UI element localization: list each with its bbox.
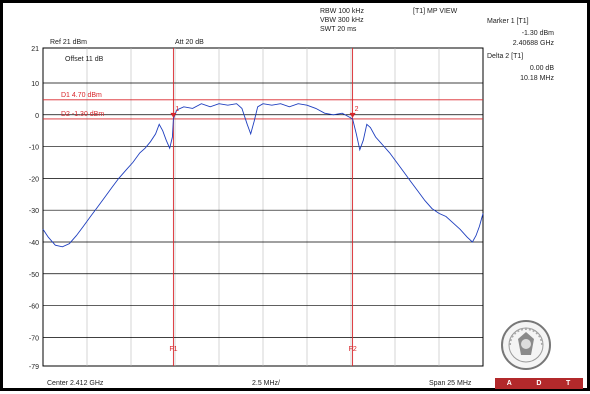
y-tick-label: -40 (29, 240, 39, 247)
offset-label: Offset 11 dB (65, 56, 104, 63)
trace-mode-label: [T1] MP VIEW (413, 8, 458, 15)
display-line-label: D1 4.70 dBm (61, 92, 102, 99)
center-frequency-label: Center 2.412 GHz (47, 380, 104, 387)
trace-line (42, 103, 484, 248)
y-tick-label: -79 (29, 364, 39, 371)
brand-letter-d: D (536, 380, 543, 387)
span-label: Span 25 MHz (429, 380, 472, 387)
y-tick-label: -30 (29, 208, 39, 215)
y-tick-label: 0 (35, 113, 39, 120)
display-line-label: D2 -1.30 dBm (61, 111, 104, 118)
marker-symbol (170, 112, 177, 118)
attenuation-label: Att 20 dB (175, 39, 204, 46)
marker1-frequency: 2.40688 GHz (512, 40, 554, 47)
marker-label: 2 (355, 106, 359, 113)
y-tick-label: -50 (29, 272, 39, 279)
y-tick-label: -10 (29, 145, 39, 152)
brand-banner: A D T (495, 378, 583, 389)
marker-label: 1 (175, 106, 179, 113)
delta2-label: Delta 2 [T1] (487, 53, 524, 60)
y-tick-label: -60 (29, 304, 39, 311)
brand-letter-a: A (506, 380, 513, 387)
y-tick-label: -20 (29, 176, 39, 183)
swt-readout: SWT 20 ms (320, 26, 357, 33)
marker-symbol (349, 112, 356, 118)
frequency-line-label: F1 (169, 346, 177, 353)
marker1-level: -1.30 dBm (521, 30, 554, 37)
delta2-level: 0.00 dB (529, 65, 554, 72)
rbw-readout: RBW 100 kHz (320, 8, 364, 15)
delta2-frequency: 10.18 MHz (520, 75, 554, 82)
y-tick-label: 10 (31, 81, 39, 88)
ref-level-label: Ref 21 dBm (50, 39, 87, 46)
brand-letter-t: T (565, 380, 572, 387)
per-division-label: 2.5 MHz/ (252, 380, 281, 387)
certification-seal-icon (501, 320, 551, 370)
vbw-readout: VBW 300 kHz (320, 17, 364, 24)
frequency-line-label: F2 (349, 346, 357, 353)
marker1-label: Marker 1 [T1] (487, 18, 529, 25)
y-tick-label: -70 (29, 335, 39, 342)
y-tick-label: 21 (31, 46, 39, 53)
